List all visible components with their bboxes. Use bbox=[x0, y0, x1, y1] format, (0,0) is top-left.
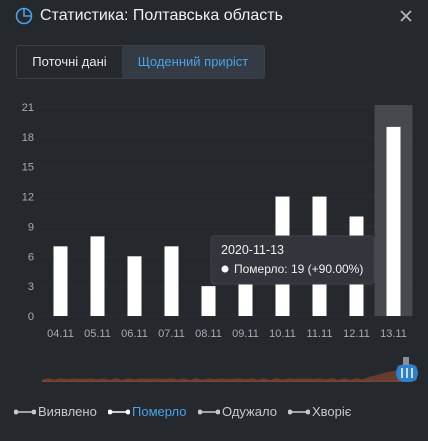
x-tick-label: 10.11 bbox=[269, 328, 296, 340]
zoom-area bbox=[42, 365, 412, 381]
legend-label: Виявлено bbox=[38, 404, 97, 419]
y-tick-label: 0 bbox=[28, 311, 34, 323]
y-tick-label: 15 bbox=[22, 162, 34, 174]
x-axis-ticks: 04.11 05.11 06.11 07.11 08.11 09.11 10.11 11.11… bbox=[47, 328, 407, 340]
chart-bars bbox=[53, 126, 401, 317]
tooltip-marker bbox=[221, 265, 229, 273]
panel-header: Статистика: Полтавська область bbox=[0, 0, 428, 34]
y-tick-label: 3 bbox=[28, 281, 34, 293]
x-tick-label: 08.11 bbox=[195, 328, 222, 340]
y-axis-ticks: 0 3 6 9 12 15 18 21 bbox=[22, 102, 34, 323]
x-tick-label: 12.11 bbox=[343, 328, 370, 340]
bar-09.11[interactable] bbox=[238, 276, 253, 316]
tab-current-data[interactable]: Поточні дані bbox=[32, 54, 107, 69]
pie-chart-icon bbox=[15, 7, 33, 25]
y-tick-label: 18 bbox=[22, 132, 34, 144]
legend-marker-icon bbox=[108, 409, 130, 415]
zoom-slider bbox=[42, 357, 418, 382]
legend-label: Хворіє bbox=[312, 404, 352, 419]
legend-label: Померло bbox=[132, 404, 187, 419]
x-tick-label: 04.11 bbox=[47, 328, 74, 340]
legend-marker-icon bbox=[288, 409, 310, 415]
y-tick-label: 12 bbox=[22, 192, 34, 204]
bar-05.11[interactable] bbox=[90, 236, 105, 316]
tab-daily-increase[interactable]: Щоденний приріст bbox=[122, 46, 264, 78]
legend-marker-icon bbox=[14, 409, 36, 415]
close-icon[interactable] bbox=[396, 6, 416, 26]
legend-marker-icon bbox=[198, 409, 220, 415]
y-tick-label: 21 bbox=[22, 102, 34, 114]
bar-chart: 0 3 6 9 12 15 18 21 04.11 05.11 06.11 07.11 08.11 09… bbox=[22, 102, 418, 382]
bar-07.11[interactable] bbox=[164, 246, 179, 316]
y-tick-label: 6 bbox=[28, 251, 34, 263]
panel-title: Статистика: Полтавська область bbox=[40, 7, 283, 24]
tooltip-date: 2020-11-13 bbox=[221, 243, 284, 257]
x-tick-label: 07.11 bbox=[158, 328, 185, 340]
chart-tooltip: 2020-11-13 Померло: 19 (+90.00%) bbox=[210, 235, 375, 285]
legend-label: Одужало bbox=[222, 404, 277, 419]
x-tick-label: 11.11 bbox=[307, 328, 333, 340]
tooltip-box bbox=[210, 235, 375, 285]
bar-08.11[interactable] bbox=[201, 286, 216, 316]
bar-06.11[interactable] bbox=[127, 256, 142, 316]
tooltip-value: Померло: 19 (+90.00%) bbox=[234, 262, 363, 276]
bar-04.11[interactable] bbox=[53, 246, 68, 316]
x-tick-label: 05.11 bbox=[84, 328, 111, 340]
tab-bar: Поточні дані Щоденний приріст bbox=[16, 45, 265, 79]
x-tick-label: 13.11 bbox=[380, 328, 407, 340]
bar-13.11[interactable] bbox=[386, 126, 401, 317]
y-tick-label: 9 bbox=[28, 221, 34, 233]
zoom-grip bbox=[403, 357, 409, 365]
x-tick-label: 06.11 bbox=[121, 328, 148, 340]
x-tick-label: 09.11 bbox=[232, 328, 259, 340]
